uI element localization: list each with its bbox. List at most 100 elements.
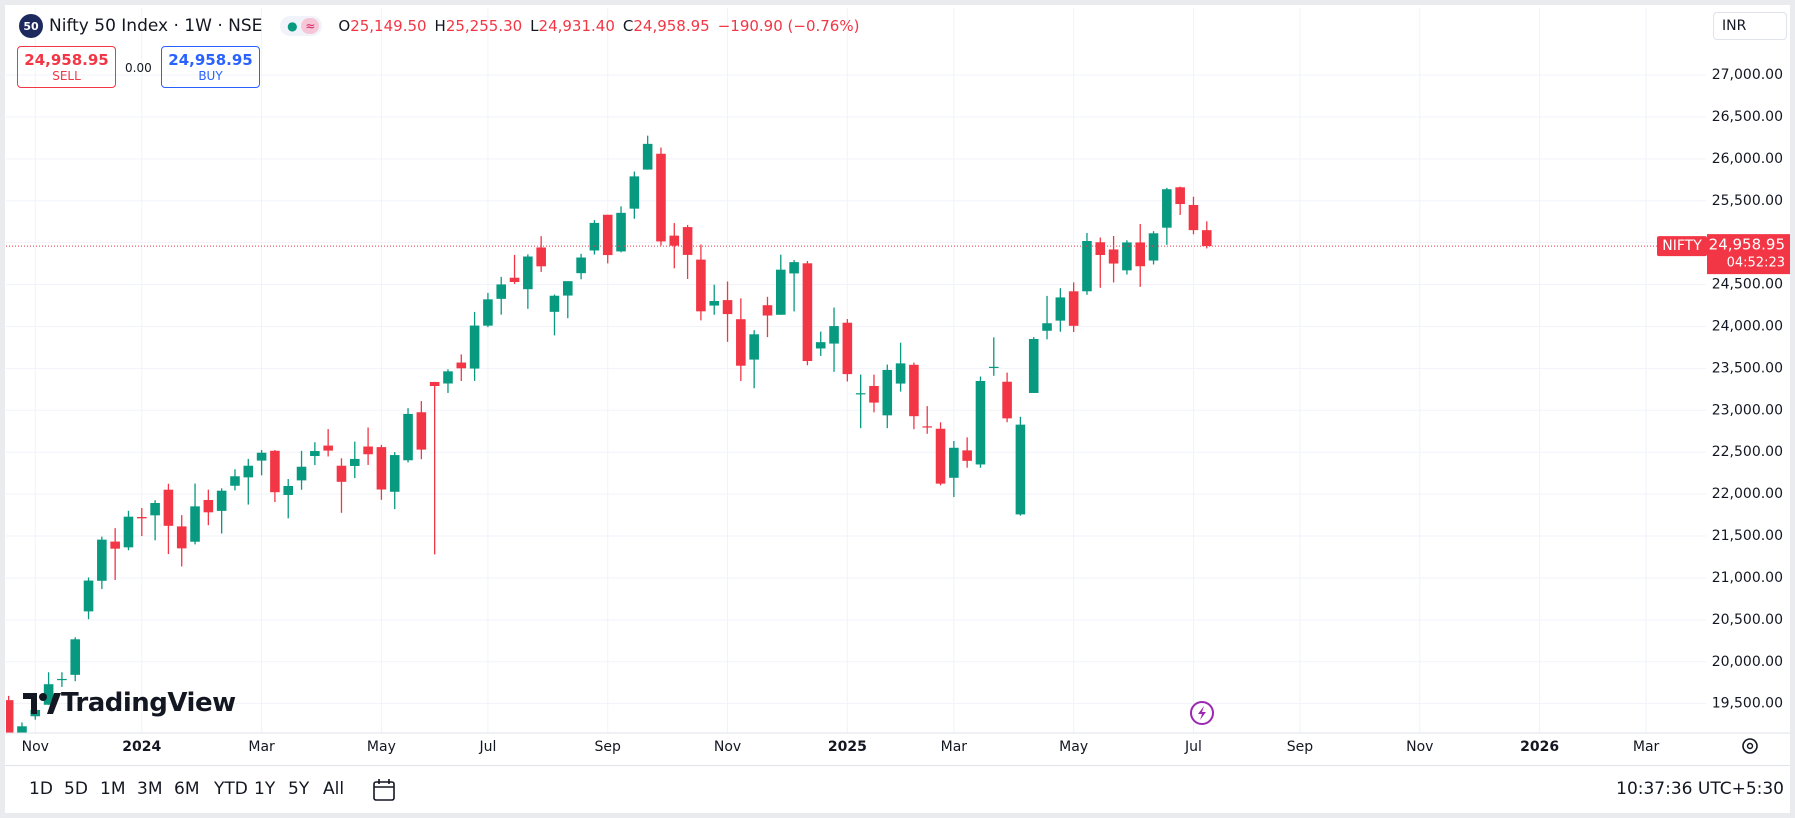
x-tick-label: Mar (248, 739, 275, 755)
candle-body (815, 342, 826, 349)
candle-body (283, 485, 294, 495)
range-button[interactable]: 1Y (254, 779, 276, 799)
candle-body (57, 678, 67, 681)
y-tick-label: 21,500.00 (1712, 528, 1783, 544)
clock[interactable]: 10:37:36 UTC+5:30 (1616, 779, 1784, 799)
buy-label: BUY (198, 69, 223, 83)
currency-select[interactable]: INR (1713, 12, 1787, 40)
candle-body (110, 541, 120, 549)
candle-body (389, 455, 400, 492)
candle-body (589, 222, 600, 251)
candle-body (682, 227, 693, 255)
candle-body (1042, 323, 1052, 331)
range-button[interactable]: 5D (64, 779, 88, 799)
candle-body (1108, 249, 1119, 264)
x-tick-label: Sep (1287, 739, 1314, 755)
buy-price: 24,958.95 (168, 51, 253, 69)
candle-body (349, 458, 360, 466)
range-button[interactable]: 3M (137, 779, 163, 799)
x-tick-label: 2024 (122, 739, 161, 755)
status-toggle[interactable]: ● ≈ (280, 16, 323, 36)
y-tick-label: 26,000.00 (1712, 151, 1783, 167)
candle-body (616, 212, 626, 252)
lightning-icon (1190, 701, 1214, 725)
candle-body (43, 684, 54, 705)
candle-body (416, 412, 427, 450)
candle-body (1082, 241, 1092, 292)
candle-body (895, 363, 906, 384)
candle-body (562, 281, 573, 296)
logo: TradingView (21, 688, 236, 718)
candle-body (962, 450, 972, 461)
candle-body (310, 451, 320, 456)
candle-body (296, 466, 307, 481)
chart-frame: 19,500.00 20,000.00 20,500.00 21,000.00 21,5… (5, 5, 1790, 813)
y-tick-label: 26,500.00 (1712, 109, 1783, 125)
range-button[interactable]: 5Y (288, 779, 310, 799)
candle-body (429, 381, 440, 387)
y-tick-label: 22,500.00 (1712, 444, 1783, 460)
candle-body (1068, 291, 1079, 326)
candle-body (376, 447, 387, 490)
y-tick-label: 23,000.00 (1712, 402, 1783, 418)
x-tick-label: Nov (1406, 739, 1433, 755)
candles (6, 135, 1212, 733)
candle-body (176, 526, 187, 549)
candle-body (270, 450, 280, 493)
candle-body (789, 262, 799, 274)
candle-body (243, 465, 254, 478)
candle-body (456, 362, 467, 369)
candle-body (1201, 230, 1212, 247)
bottom-toolbar: 1D 5D 1M 3M 6M YTD 1Y 5Y All 10:37:36 UTC+5:30 (5, 765, 1790, 814)
settings-icon[interactable] (1742, 738, 1758, 754)
candle-body (536, 247, 546, 267)
candle-body (1175, 187, 1185, 205)
chart: 19,500.00 20,000.00 20,500.00 21,000.00 21,5… (6, 8, 1790, 755)
candle-body (509, 277, 520, 282)
y-tick-label: 20,000.00 (1712, 654, 1783, 670)
sell-price: 24,958.95 (24, 51, 109, 69)
candle-body (855, 393, 866, 395)
candle-body (6, 700, 14, 733)
range-button[interactable]: YTD (214, 779, 248, 799)
candle-body (70, 639, 81, 675)
candle-body (709, 301, 720, 306)
candle-body (17, 726, 27, 733)
axes: 19,500.00 20,000.00 20,500.00 21,000.00 21,5… (6, 67, 1790, 755)
ohlc-value: 25,149.50 (350, 17, 427, 35)
candle-body (762, 305, 773, 316)
symbol-title[interactable]: Nifty 50 Index · 1W · NSE (49, 16, 263, 36)
candle-body (1055, 297, 1066, 321)
range-button[interactable]: 6M (174, 779, 200, 799)
symbol-header: 50 Nifty 50 Index · 1W · NSE ● ≈ O25,149.… (19, 14, 859, 38)
price-tag (1707, 234, 1790, 275)
candle-body (696, 259, 706, 312)
candle-body (988, 366, 999, 369)
candle-body (190, 506, 200, 542)
candle-body (722, 300, 733, 315)
candle-body (975, 380, 986, 465)
candle-body (922, 426, 933, 428)
x-tick-label: 2026 (1520, 739, 1559, 755)
sell-button[interactable]: 24,958.95 SELL (17, 46, 116, 88)
candle-body (642, 143, 653, 170)
range-button[interactable]: 1D (29, 779, 53, 799)
range-button[interactable]: All (323, 779, 345, 799)
date-range-icon[interactable] (371, 778, 397, 802)
symbol-tag (1657, 236, 1707, 257)
ohlc-key: H (434, 17, 446, 35)
candle-body (669, 235, 680, 246)
range-button[interactable]: 1M (100, 779, 126, 799)
y-tick-label: 21,000.00 (1712, 570, 1783, 586)
ohlc-legend: O25,149.50 H25,255.30 L24,931.40 C24,958.95 (338, 17, 717, 35)
buy-button[interactable]: 24,958.95 BUY (161, 46, 260, 88)
y-tick-label: 24,000.00 (1712, 318, 1783, 334)
y-tick-label: 20,500.00 (1712, 612, 1783, 628)
candle-body (1002, 381, 1012, 419)
candle-body (869, 386, 879, 403)
grid (6, 8, 1706, 733)
candle-body (483, 299, 493, 326)
ohlc-item: H25,255.30 (435, 17, 523, 35)
y-tick-label: 27,000.00 (1712, 67, 1783, 83)
y-tick-label: 23,500.00 (1712, 360, 1783, 376)
